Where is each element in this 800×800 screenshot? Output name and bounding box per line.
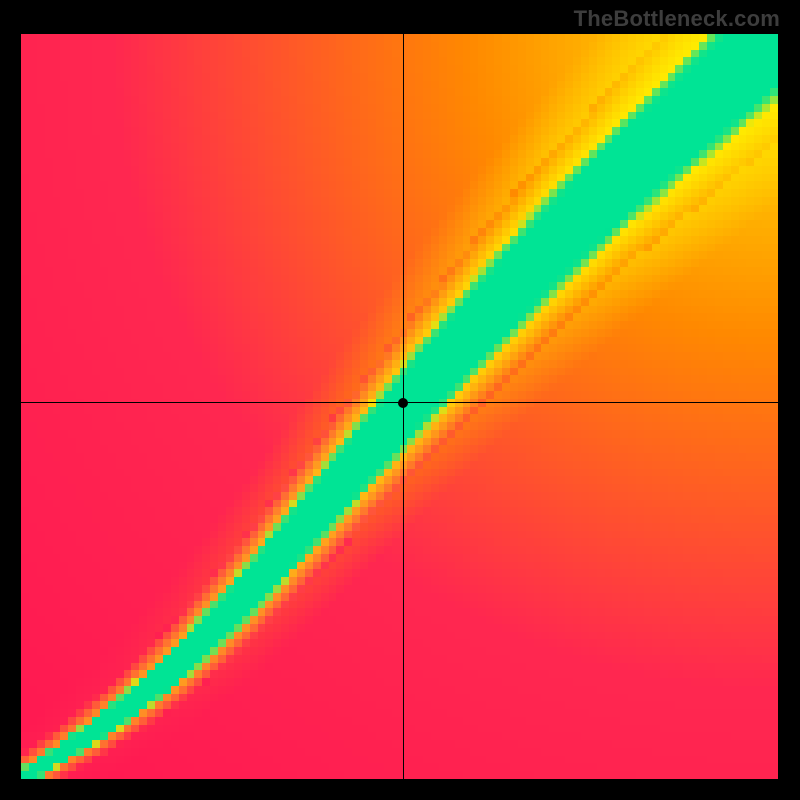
- watermark-text: TheBottleneck.com: [574, 6, 780, 32]
- bottleneck-marker: [398, 398, 408, 408]
- chart-frame: TheBottleneck.com: [0, 0, 800, 800]
- plot-area: [21, 34, 778, 779]
